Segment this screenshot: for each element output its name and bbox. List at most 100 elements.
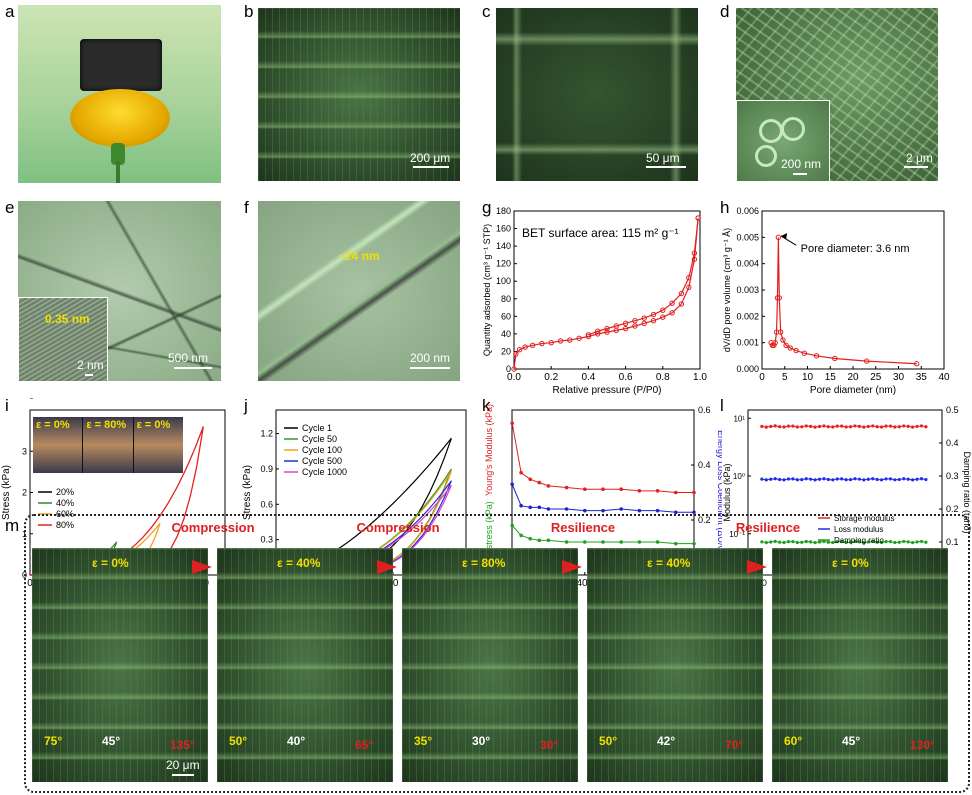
temperature-point [813,540,817,545]
temperature-point [906,540,910,544]
psd-point [863,358,870,364]
temperature-point [782,540,786,545]
cycle-point [655,540,660,544]
scale-label: 200 nm [410,351,451,365]
cycle-point [692,490,696,495]
isotherm-point [669,300,675,306]
temperature-point [791,477,795,481]
panel-label-j: j [244,396,248,415]
temperature-point [853,539,857,544]
temperature-point [786,477,791,481]
psd-point [772,339,778,346]
y-axis-label: Modulus (kPa) [722,463,732,521]
temperature-point [786,424,791,428]
y-tick-label: 2 [22,488,27,498]
temperature-point [782,425,786,429]
legend-label: 40% [56,498,74,508]
sem-frame: ε = 40% 50° 42° 70° [587,548,763,782]
psd-point [801,350,808,356]
y-tick-label-right: 0.5 [946,405,959,415]
y-tick-label: 3 [22,446,27,456]
y-tick-label: 60 [501,311,511,321]
cycle-point [537,538,542,543]
x-tick-label: 20 [847,372,859,383]
temperature-point [857,477,862,481]
temperature-point [817,477,822,481]
temperature-point [862,425,866,429]
wall-thickness-label: ~24 nm [338,249,380,263]
psd-point [914,361,920,367]
temperature-point [871,477,875,481]
y-axis-label-left-top: Young's Modulus (kPa) [484,404,494,496]
compression-photo: ε = 0% [33,417,84,473]
tube-cross-section [755,145,777,167]
y-axis-label: Stress (kPa) [1,465,12,520]
y-tick-label: 0.006 [736,206,759,216]
y-axis-label: Quantity adsorbed (cm³ g⁻¹ STP) [482,224,492,356]
temperature-point [844,425,848,429]
temperature-point [760,424,764,428]
isotherm-point [567,337,573,343]
temperature-point [875,540,879,544]
psd-point [774,295,781,301]
isotherm-point [576,335,582,341]
y-tick-label: 0.005 [736,232,759,242]
y-tick-label: 10⁰ [733,472,745,481]
psd-point [780,337,786,343]
temperature-point [915,477,919,481]
process-label: Resilience [735,520,801,535]
sem-frame: ε = 0% 60° 45° 130° [772,548,948,782]
temperature-series [761,478,927,481]
y-tick-label-right: 0.2 [946,504,959,514]
temperature-point [769,477,773,481]
temperature-point [773,424,777,428]
y-tick-label: 0.003 [736,285,759,295]
temperature-point [862,478,866,482]
panel-label-i: i [5,396,9,415]
temperature-point [813,425,817,429]
cycle-point [537,505,542,510]
cycle-point [637,489,642,493]
isotherm-point [557,338,564,344]
x-tick-label: 0 [759,372,765,383]
temperature-point [844,478,848,482]
x-tick-label: 5 [782,372,788,383]
temperature-point [875,477,879,482]
angle-label: 42° [657,734,676,748]
temperature-point [800,540,804,544]
isotherm-point [660,307,666,313]
isotherm-point [632,318,638,324]
temperature-point [813,478,817,482]
cycle-point [583,487,587,491]
isotherm-point [604,325,610,332]
cycle-point [674,541,678,546]
sem-frame: ε = 80% 35° 30° 30° [402,548,578,782]
temperature-point [760,477,764,481]
panel-label-f: f [244,198,249,217]
y-tick-label: 160 [496,224,511,234]
isotherm-point [516,346,523,353]
y-tick-label-right: 0.4 [946,438,959,448]
temperature-point [809,477,813,481]
cycle-point [601,487,605,491]
cycle-point [583,508,587,513]
cycle-point [519,533,523,538]
temperature-point [915,424,919,429]
temperature-point [871,424,875,428]
isotherm-point [691,256,698,262]
cycle-point [619,540,623,544]
legend-label: Cycle 1 [302,423,332,433]
cycle-point [528,536,532,541]
scale-bar [646,166,686,168]
isotherm-point [660,314,666,320]
temperature-point [831,478,835,482]
cycle-point [674,490,678,495]
temperature-point [791,539,795,544]
panel-label-e: e [5,198,15,217]
y-tick-label: 0.004 [736,259,759,269]
scale-bar [413,166,449,168]
y-axis-label-left-bottom: Max stress (kPa) [484,501,494,569]
temperature-point [911,478,915,482]
strain-label: ε = 80% [462,556,506,570]
legend-label: Storage modulus [834,514,894,523]
